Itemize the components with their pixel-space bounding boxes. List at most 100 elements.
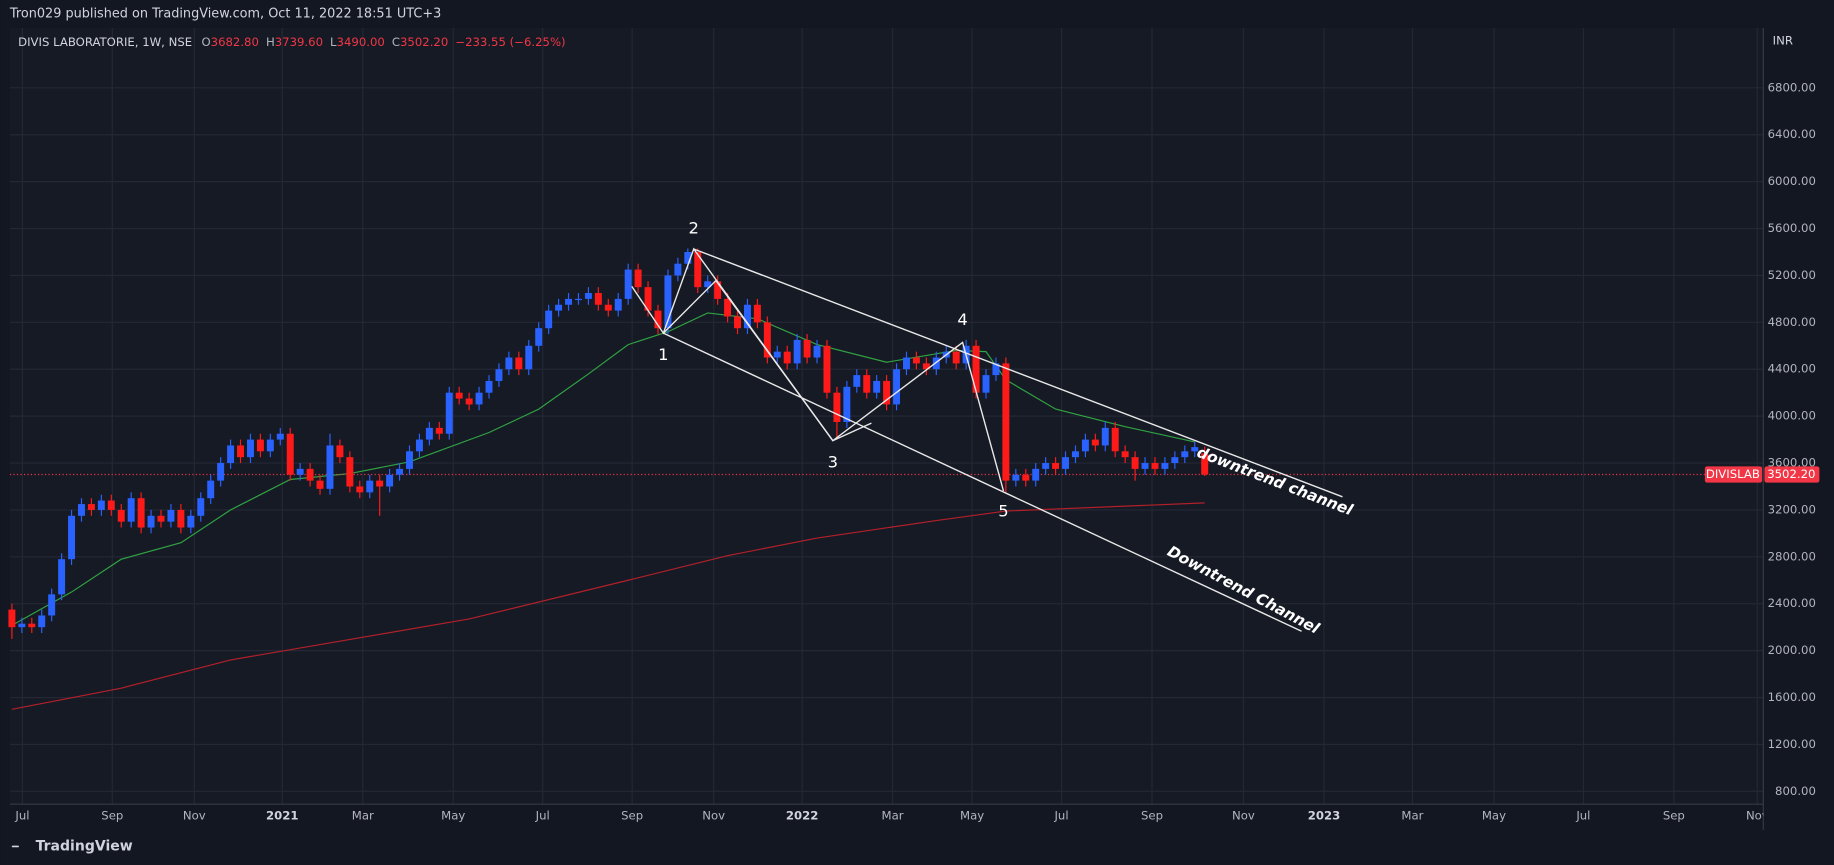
candle-body bbox=[505, 357, 513, 370]
candle-body bbox=[594, 293, 602, 305]
change: −233.55 (−6.25%) bbox=[455, 35, 565, 49]
y-tick-label: 2400.00 bbox=[1768, 596, 1816, 610]
candle-body bbox=[545, 310, 553, 329]
axes: 800.00 1200.00 1600.00 2000.00 2400.00 2800.0… bbox=[14, 80, 1820, 822]
x-axis-labels: Jul Sep Nov 2021 Mar May Jul Sep Nov 2022 Mar May Ju… bbox=[14, 808, 1769, 822]
candle-body bbox=[197, 498, 205, 516]
candle-body bbox=[425, 427, 433, 440]
y-tick-label: 5600.00 bbox=[1768, 221, 1816, 235]
candle-body bbox=[912, 357, 920, 364]
x-tick-label: Jul bbox=[1575, 808, 1590, 822]
candle-body bbox=[1052, 463, 1060, 469]
candle-body bbox=[316, 480, 324, 489]
candle-body bbox=[18, 623, 26, 628]
symbol-tag-label: DIVISLAB bbox=[1706, 467, 1760, 481]
candle-body bbox=[634, 269, 642, 288]
candle-body bbox=[386, 474, 394, 487]
candle-body bbox=[68, 515, 76, 560]
legend-key: O bbox=[201, 35, 210, 49]
x-tick-label: 2021 bbox=[266, 808, 299, 822]
candle-body bbox=[863, 375, 871, 393]
x-tick-label: Sep bbox=[1663, 808, 1685, 822]
candle-body bbox=[843, 386, 851, 422]
y-tick-label: 6800.00 bbox=[1768, 80, 1816, 94]
candle-body bbox=[167, 509, 175, 522]
candle-body bbox=[883, 380, 891, 405]
candle-body bbox=[326, 445, 334, 489]
legend-value: 3490.00 bbox=[337, 35, 385, 49]
candle-body bbox=[495, 369, 503, 381]
candle-body bbox=[137, 498, 145, 528]
candle-body bbox=[346, 457, 354, 487]
candle-body bbox=[78, 504, 85, 516]
x-tick-label: Nov bbox=[183, 808, 206, 822]
x-tick-label: Sep bbox=[1141, 808, 1163, 822]
y-tick-label: 4400.00 bbox=[1768, 362, 1816, 376]
grid bbox=[9, 28, 1764, 805]
candle-body bbox=[376, 480, 384, 487]
candle-body bbox=[38, 615, 46, 628]
candle-body bbox=[873, 380, 881, 393]
y-tick-label: 3200.00 bbox=[1768, 502, 1816, 516]
candle-body bbox=[266, 439, 274, 452]
candle-body bbox=[485, 380, 493, 393]
price-tag bbox=[1764, 466, 1820, 483]
candle-body bbox=[644, 287, 652, 311]
legend-value: 3502.20 bbox=[400, 35, 448, 49]
wave-label: 1 bbox=[658, 345, 668, 364]
y-tick-label: 800.00 bbox=[1775, 784, 1816, 798]
candle-body bbox=[207, 480, 215, 499]
symbol-legend: DIVIS LABORATORIE, 1W, NSE O3682.80 H3739.… bbox=[18, 35, 565, 49]
x-tick-label: 2023 bbox=[1308, 808, 1341, 822]
candle-body bbox=[415, 439, 423, 452]
candle-body bbox=[1181, 451, 1189, 458]
candle-body bbox=[763, 322, 771, 358]
x-tick-label: Jul bbox=[535, 808, 550, 822]
drawings bbox=[631, 247, 1343, 632]
candle-body bbox=[624, 269, 632, 299]
candle-body bbox=[604, 304, 612, 311]
candle-body bbox=[664, 275, 672, 329]
candle-body bbox=[48, 594, 56, 616]
price-tag-label: 3502.20 bbox=[1767, 467, 1815, 481]
y-tick-label: 4000.00 bbox=[1768, 409, 1816, 423]
publisher: Tron029 published on TradingView.com, Oc… bbox=[9, 7, 441, 22]
candle-body bbox=[276, 433, 284, 440]
symbol-tag bbox=[1704, 466, 1763, 483]
candle-body bbox=[684, 251, 692, 264]
marks bbox=[8, 248, 1764, 710]
candle-body bbox=[773, 351, 781, 358]
wave-label: 2 bbox=[689, 219, 699, 238]
candle-body bbox=[1201, 453, 1209, 475]
candle-body bbox=[127, 498, 135, 522]
candle-body bbox=[734, 316, 741, 329]
symbol: DIVIS LABORATORIE, 1W, NSE bbox=[18, 35, 192, 49]
candle-body bbox=[237, 445, 245, 458]
wave-label: 5 bbox=[998, 501, 1008, 520]
candle-body bbox=[28, 623, 36, 628]
candle-body bbox=[535, 328, 543, 346]
x-tick-label: May bbox=[1482, 808, 1506, 822]
candle-body bbox=[1071, 451, 1079, 458]
candle-body bbox=[1191, 447, 1199, 452]
candle-body bbox=[783, 351, 791, 364]
x-tick-label: Sep bbox=[101, 808, 123, 822]
y-tick-label: 6400.00 bbox=[1768, 127, 1816, 141]
candle-body bbox=[97, 500, 105, 510]
candle-body bbox=[525, 345, 533, 370]
candle-body bbox=[147, 515, 155, 528]
candle-body bbox=[435, 427, 443, 434]
y-tick-label: 5200.00 bbox=[1768, 268, 1816, 282]
candle-body bbox=[475, 392, 483, 405]
candle-body bbox=[903, 357, 910, 370]
candle-body bbox=[445, 392, 453, 434]
y-tick-label: 2000.00 bbox=[1768, 643, 1816, 657]
candle-body bbox=[1032, 468, 1040, 481]
candle-body bbox=[58, 559, 66, 595]
candle-body bbox=[1022, 474, 1030, 481]
candle-body bbox=[1161, 463, 1169, 469]
candle-body bbox=[296, 468, 304, 475]
x-tick-label: Nov bbox=[1746, 808, 1769, 822]
moving-average bbox=[11, 312, 1195, 626]
